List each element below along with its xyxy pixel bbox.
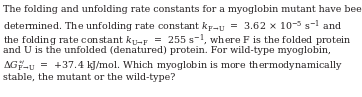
Text: stable, the mutant or the wild-type?: stable, the mutant or the wild-type?	[3, 72, 175, 81]
Text: the folding rate constant $k_{\mathrm{U\!\to\!F}}$  =  255 s$^{-1}$, where F is : the folding rate constant $k_{\mathrm{U\…	[3, 32, 352, 49]
Text: and U is the unfolded (denatured) protein. For wild-type myoglobin,: and U is the unfolded (denatured) protei…	[3, 45, 331, 55]
Text: The folding and unfolding rate constants for a myoglobin mutant have been: The folding and unfolding rate constants…	[3, 5, 362, 14]
Text: determined. The unfolding rate constant $k_{\mathrm{F\!\to\!U}}$  =  3.62 × 10$^: determined. The unfolding rate constant …	[3, 19, 342, 35]
Text: $\Delta G^{\circ\prime}_{\mathrm{F\!\to\!U}}$  =  +37.4 kJ/mol. Which myoglobin : $\Delta G^{\circ\prime}_{\mathrm{F\!\to\…	[3, 59, 342, 73]
